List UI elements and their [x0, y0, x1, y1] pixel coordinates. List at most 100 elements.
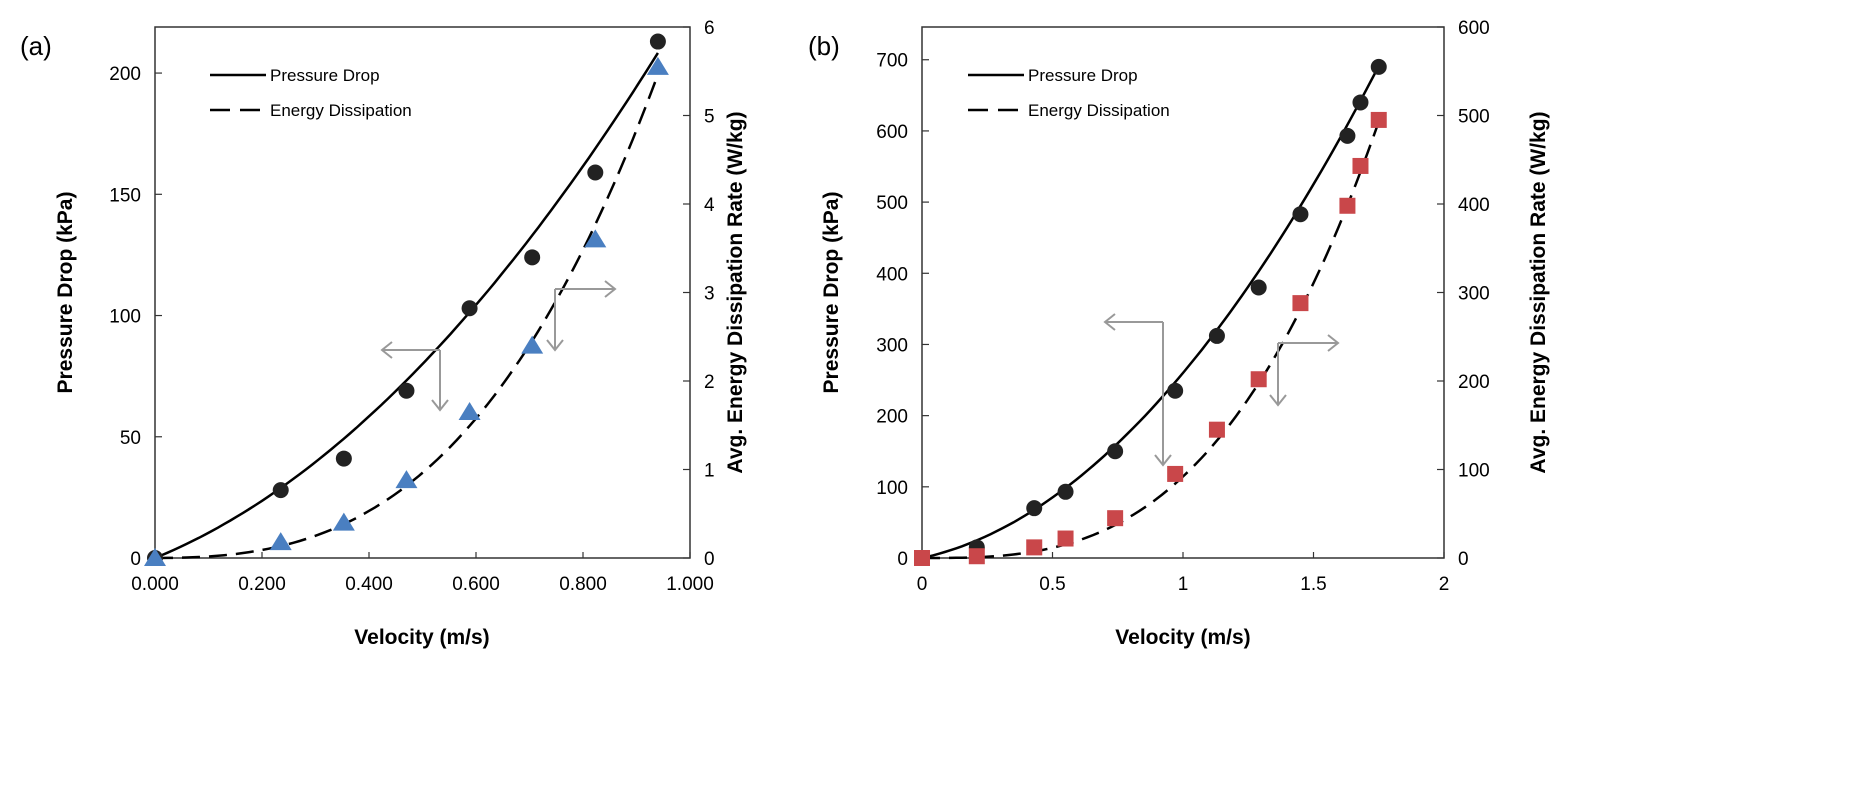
y-tick-label: 200 [876, 407, 908, 428]
fit-line-pressure-drop [154, 52, 659, 560]
data-point-energy-dissipation [1167, 465, 1184, 482]
x-tick-label: 1 [1178, 574, 1189, 595]
y2-tick-label: 0 [704, 549, 715, 570]
y-tick-label: 300 [876, 335, 908, 356]
y2-tick-label: 500 [1458, 107, 1490, 128]
chart-panel-b: 0 0.5 1 1.5 20100200300400500600700010020030… [808, 18, 1550, 649]
y2-tick-label: 200 [1458, 372, 1490, 393]
data-point-energy-dissipation [584, 229, 607, 248]
fit-line-energy-dissipation [922, 121, 1380, 560]
arrow-head-icon [380, 341, 393, 359]
y2-tick-label: 2 [704, 372, 715, 393]
x-tick-label: 0.800 [559, 574, 607, 595]
annotation-arrow [1269, 334, 1340, 407]
fit-line-energy-dissipation [155, 74, 660, 560]
y-tick-label: 50 [120, 428, 141, 449]
y-axis-label: Pressure Drop (kPa) [54, 192, 77, 394]
data-point-pressure-drop [1026, 500, 1043, 517]
y2-tick-label: 300 [1458, 284, 1490, 305]
y-tick-label: 200 [109, 64, 141, 85]
data-point-energy-dissipation [1107, 510, 1124, 527]
arrow-head-icon [431, 399, 449, 412]
x-tick-label: 0.000 [131, 574, 179, 595]
data-point-energy-dissipation [646, 56, 669, 75]
data-point-energy-dissipation [1292, 295, 1309, 312]
data-point-pressure-drop [587, 164, 604, 181]
x-tick-label: 1.5 [1300, 574, 1326, 595]
data-point-pressure-drop [272, 482, 289, 499]
data-point-pressure-drop [1167, 382, 1184, 399]
y2-axis-label: Avg. Energy Dissipation Rate (W/kg) [1527, 111, 1550, 473]
data-point-pressure-drop [1250, 279, 1267, 296]
x-tick-label: 0 [917, 574, 928, 595]
data-point-pressure-drop [1107, 443, 1124, 460]
y-tick-label: 0 [897, 549, 908, 570]
data-point-energy-dissipation [1208, 421, 1225, 438]
data-point-pressure-drop [1292, 206, 1309, 223]
annotation-arrow [380, 341, 449, 412]
data-point-energy-dissipation [1057, 530, 1074, 547]
data-point-energy-dissipation [144, 548, 166, 566]
y2-tick-label: 6 [704, 18, 715, 39]
data-point-energy-dissipation [1026, 539, 1043, 556]
x-tick-label: 0.200 [238, 574, 286, 595]
panel-label: (a) [20, 31, 52, 61]
data-point-energy-dissipation [1339, 197, 1356, 214]
data-point-pressure-drop [1208, 327, 1225, 344]
data-point-pressure-drop [461, 300, 478, 317]
data-point-pressure-drop [335, 450, 352, 467]
data-point-energy-dissipation [395, 470, 418, 489]
x-tick-label: 2 [1439, 574, 1450, 595]
arrow-head-icon [1103, 313, 1116, 331]
data-point-pressure-drop [1057, 483, 1074, 500]
y2-axis-label: Avg. Energy Dissipation Rate (W/kg) [724, 111, 747, 473]
y2-tick-label: 400 [1458, 195, 1490, 216]
y2-tick-label: 1 [704, 461, 715, 482]
data-point-energy-dissipation [269, 532, 292, 551]
x-axis-label: Velocity (m/s) [354, 626, 489, 649]
x-axis-label: Velocity (m/s) [1115, 626, 1250, 649]
data-point-energy-dissipation [914, 550, 930, 566]
arrow-head-icon [1327, 334, 1340, 352]
y-tick-label: 150 [109, 185, 141, 206]
x-tick-label: 0.600 [452, 574, 500, 595]
y2-tick-label: 5 [704, 107, 715, 128]
data-point-energy-dissipation [1250, 371, 1267, 388]
data-point-energy-dissipation [1370, 111, 1387, 128]
annotation-arrow [546, 280, 617, 352]
data-point-energy-dissipation [521, 335, 544, 354]
y2-tick-label: 100 [1458, 461, 1490, 482]
y-tick-label: 400 [876, 264, 908, 285]
y-tick-label: 700 [876, 51, 908, 72]
arrow-head-icon [604, 280, 617, 298]
y2-tick-label: 4 [704, 195, 715, 216]
x-tick-label: 0.400 [345, 574, 393, 595]
x-tick-label: 0.5 [1039, 574, 1065, 595]
y-tick-label: 100 [876, 478, 908, 499]
y-tick-label: 100 [109, 307, 141, 328]
fit-line-pressure-drop [921, 65, 1380, 560]
data-point-pressure-drop [1339, 127, 1356, 144]
arrow-head-icon [1154, 454, 1172, 467]
y-tick-label: 500 [876, 193, 908, 214]
y-axis-label: Pressure Drop (kPa) [820, 192, 843, 394]
arrow-head-icon [1269, 394, 1287, 407]
legend: Pressure Drop Energy Dissipation [968, 66, 1170, 120]
data-point-pressure-drop [1352, 94, 1369, 111]
chart-panel-a: 0.000 0.200 0.400 0.600 0.800 1.0000501001502… [20, 18, 747, 649]
data-point-pressure-drop [649, 33, 666, 50]
legend-label: Energy Dissipation [270, 101, 412, 120]
data-point-pressure-drop [1370, 58, 1387, 75]
annotation-arrow [1103, 313, 1172, 467]
legend-label: Energy Dissipation [1028, 101, 1170, 120]
data-point-pressure-drop [398, 382, 415, 399]
data-point-pressure-drop [524, 249, 541, 266]
data-point-energy-dissipation [968, 548, 985, 565]
panel-label: (b) [808, 31, 840, 61]
data-point-energy-dissipation [332, 512, 355, 531]
y2-tick-label: 0 [1458, 549, 1469, 570]
legend: Pressure Drop Energy Dissipation [210, 66, 412, 120]
legend-label: Pressure Drop [1028, 66, 1138, 85]
y2-tick-label: 600 [1458, 18, 1490, 39]
